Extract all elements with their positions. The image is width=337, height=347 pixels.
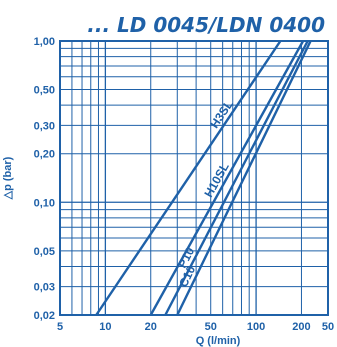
y-tick-label: 0,05 (34, 246, 55, 258)
y-tick-label: 0,02 (34, 310, 55, 322)
x-tick-label: 5 (57, 321, 63, 333)
y-tick-label: 0,50 (34, 85, 55, 97)
x-tick-label: 20 (145, 321, 157, 333)
x-tick-label: 50 (322, 321, 334, 333)
x-tick-label: 200 (292, 321, 310, 333)
x-axis-label: Q (l/min) (196, 335, 241, 347)
series-line-c10 (176, 40, 312, 316)
x-tick-label: 50 (205, 321, 217, 333)
chart-curves (95, 40, 312, 316)
y-tick-label: 0,03 (34, 282, 55, 294)
x-tick-labels: 5 10 20 50 100 200 50 (57, 321, 334, 333)
series-line-h3sl (95, 40, 282, 316)
chart-title: ... LD 0045/LDN 0400 (87, 13, 325, 37)
y-tick-label: 1,00 (34, 36, 55, 48)
y-tick-labels: 1,00 0,50 0,30 0,20 0,10 0,05 0,03 0,02 (34, 36, 55, 322)
x-tick-label: 10 (99, 321, 111, 333)
y-tick-label: 0,20 (34, 149, 55, 161)
y-axis-label: △p (bar) (2, 156, 14, 200)
x-tick-label: 100 (247, 321, 265, 333)
chart-grid (60, 41, 328, 315)
series-line-p10 (164, 40, 309, 316)
y-tick-label: 0,30 (34, 120, 55, 132)
y-tick-label: 0,10 (34, 197, 55, 209)
series-line-h10sl (149, 40, 305, 316)
plot-frame (59, 40, 329, 316)
